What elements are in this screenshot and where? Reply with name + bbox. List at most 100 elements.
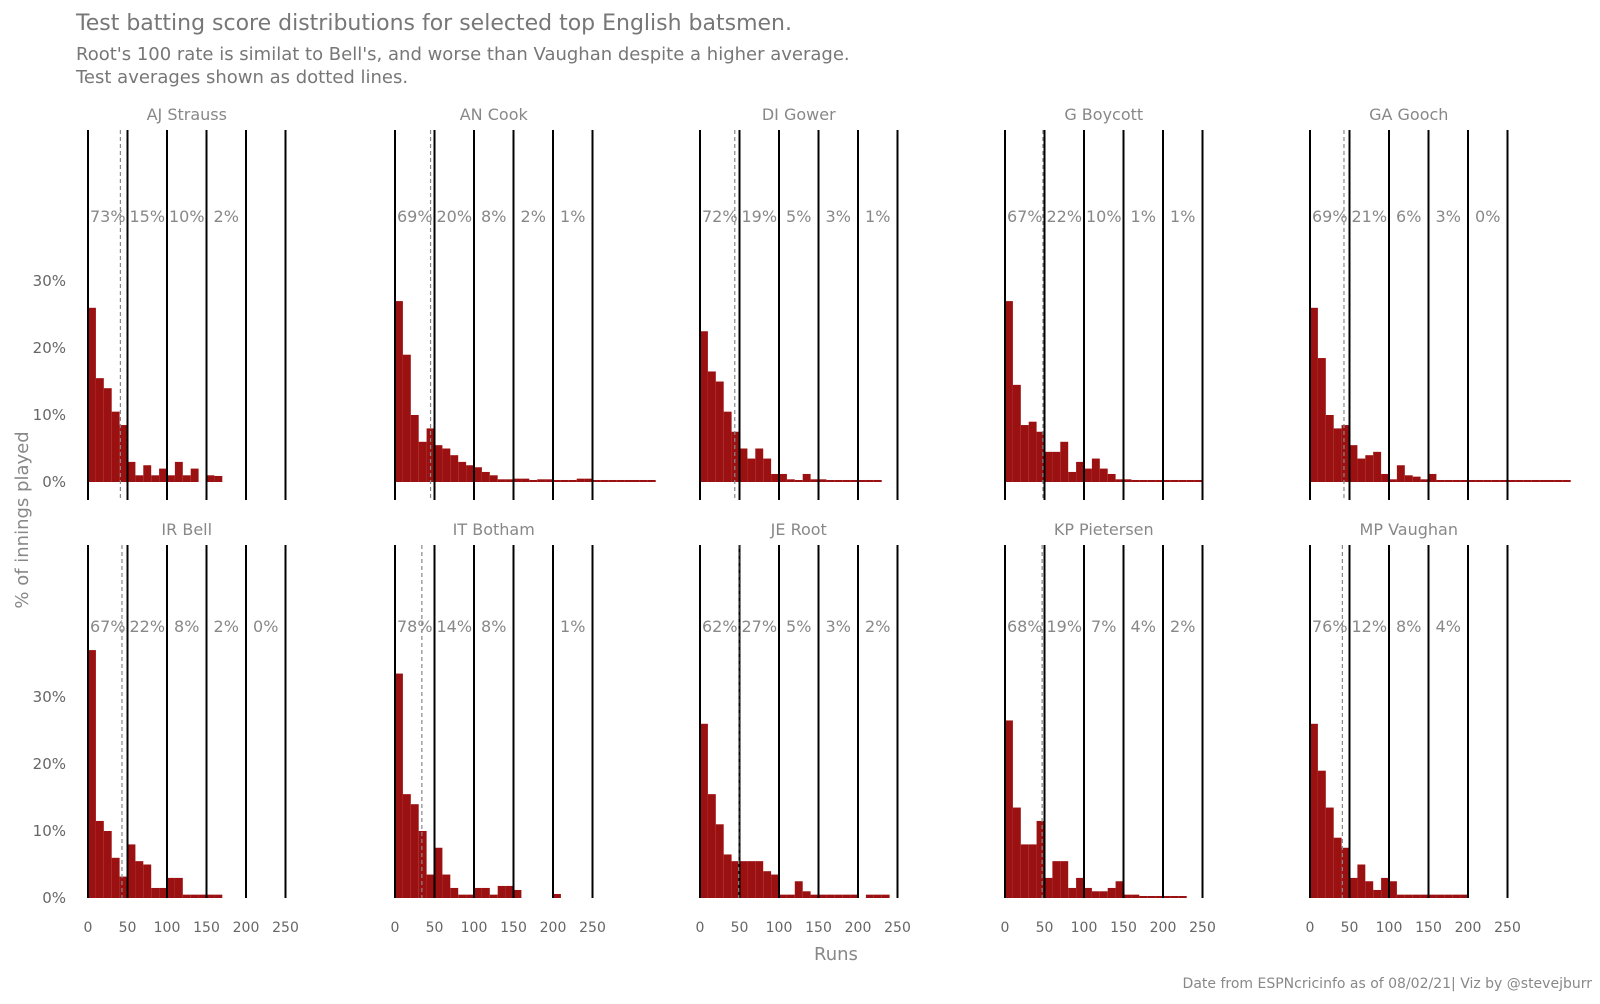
bar [771,473,779,482]
band-percent-label: 1% [560,617,585,636]
bar [1012,807,1021,898]
x-tick-label: 200 [845,920,872,936]
bar [159,468,167,482]
bar [1317,770,1326,898]
bar [1044,451,1053,482]
x-tick-label: 200 [540,920,567,936]
bar [127,461,136,482]
bar [553,479,561,482]
bar [1357,458,1366,482]
bar [731,431,740,482]
x-tick-label: 250 [884,920,911,936]
facet-label: KP Pietersen [1054,520,1154,539]
bar [135,861,144,898]
bar [1139,895,1148,898]
bar [1139,479,1148,482]
bar [850,894,858,898]
bar [1036,431,1045,482]
bar [834,894,843,898]
band-percent-label: 22% [1046,207,1082,226]
facet-label: JE Root [770,520,827,539]
bar [1341,847,1350,898]
bar [1091,458,1100,482]
band-percent-label: 1% [865,207,890,226]
bar [1170,479,1179,482]
band-percent-label: 15% [129,207,165,226]
band-percent-label: 3% [826,207,851,226]
bar [779,894,787,898]
bar [865,894,874,898]
bar [553,893,561,898]
y-tick-label: 10% [33,822,66,840]
bar [497,479,506,482]
bar [1170,895,1179,898]
bar [1194,479,1203,482]
x-tick-label: 250 [1189,920,1216,936]
band-percent-label: 67% [1007,207,1043,226]
bar [1131,894,1140,898]
facet-kp-pietersen: KP Pietersen 68% 19% 7% 4% 2% 0 50 100 150 200 250 [1001,520,1216,936]
bar [190,894,199,898]
bar [731,861,740,898]
y-tick-label: 10% [33,406,66,424]
bar [1052,451,1061,482]
y-tick-label: 20% [33,755,66,773]
bar [763,871,772,898]
band-percent-label: 3% [1436,207,1461,226]
bar [1381,877,1389,898]
bar [1333,837,1342,898]
band-percent-label: 72% [702,207,738,226]
bar [206,475,215,482]
bar [1147,895,1156,898]
x-tick-label: 0 [1001,920,1010,936]
bar [1396,465,1405,482]
band-percent-label: 69% [397,207,433,226]
chart-subtitle-line-2: Test averages shown as dotted lines. [75,67,408,88]
bar [1373,451,1382,482]
bar [119,876,128,898]
band-percent-label: 8% [1396,617,1421,636]
bar [1412,894,1421,898]
bar [779,473,787,482]
bar [1460,479,1468,482]
bar [198,894,207,898]
bar [1483,479,1492,482]
bar [1562,479,1571,482]
bar [1005,301,1013,482]
bar [1475,479,1484,482]
bar [1115,479,1124,482]
chart-subtitle-line-1: Root's 100 rate is similat to Bell's, an… [76,44,850,65]
bar [1310,723,1318,898]
x-tick-label: 200 [233,920,260,936]
bar [442,448,451,482]
x-tick-label: 100 [461,920,488,936]
bar [1389,479,1397,482]
bar [1436,479,1445,482]
band-percent-label: 1% [560,207,585,226]
bar [802,473,811,482]
bar [402,354,411,482]
band-percent-label: 3% [826,617,851,636]
bar [1123,479,1132,482]
bar [1317,358,1326,482]
bar [576,478,585,482]
band-percent-label: 21% [1351,207,1387,226]
bar [1155,479,1163,482]
band-percent-label: 12% [1351,617,1387,636]
bar [1444,894,1453,898]
bar [568,479,577,482]
bar [1178,895,1187,898]
band-percent-label: 4% [1131,617,1156,636]
bar [167,877,175,898]
bar [426,874,435,898]
bar [395,301,403,482]
bar [1068,471,1077,482]
bar [786,894,795,898]
bar [1444,479,1453,482]
chart-title: Test batting score distributions for sel… [75,11,792,36]
bar [715,824,724,898]
x-tick-label: 250 [1494,920,1521,936]
bar [584,478,593,482]
